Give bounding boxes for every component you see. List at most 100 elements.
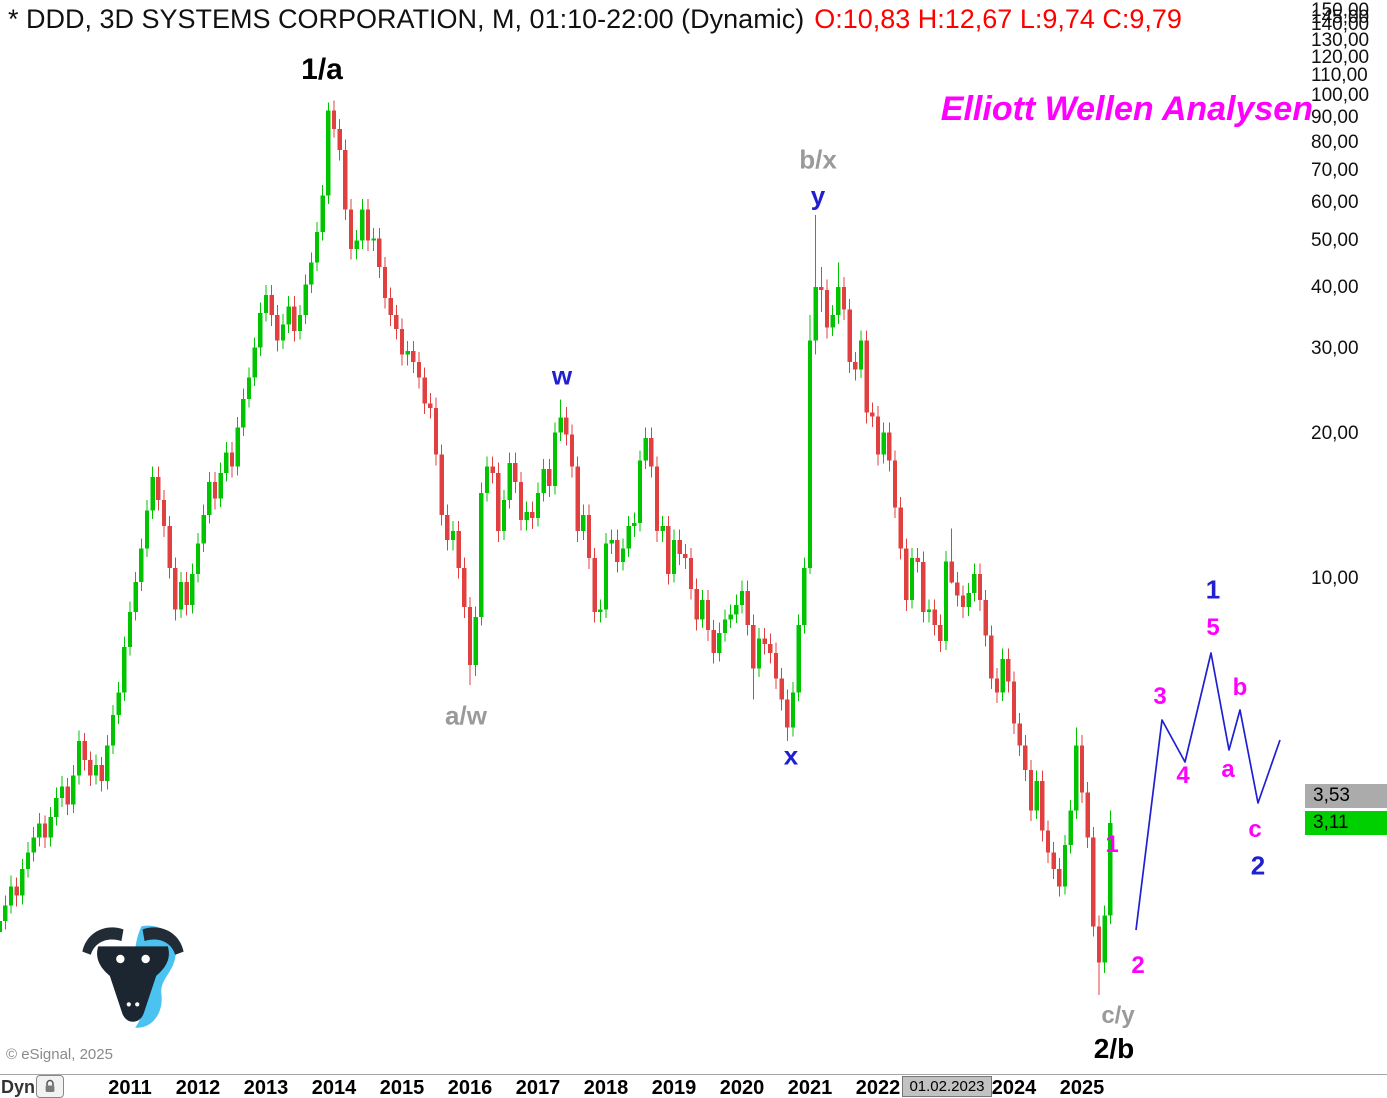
candle-body[interactable] (722, 619, 728, 633)
candle-body[interactable] (348, 209, 354, 249)
candle-body[interactable] (671, 539, 677, 574)
candle-body[interactable] (173, 567, 178, 610)
candle-body[interactable] (59, 786, 65, 799)
candle-body[interactable] (71, 775, 76, 805)
candle-body[interactable] (496, 472, 501, 532)
candle-body[interactable] (411, 351, 416, 363)
candle-body[interactable] (836, 287, 841, 316)
candle-body[interactable] (207, 482, 212, 516)
candle-body[interactable] (887, 432, 892, 461)
candle-body[interactable] (768, 644, 773, 653)
candle-body[interactable] (711, 630, 716, 653)
candle-body[interactable] (955, 582, 960, 596)
candle-body[interactable] (1006, 658, 1011, 682)
candle-body[interactable] (82, 740, 87, 760)
candle-body[interactable] (1034, 780, 1039, 811)
candle-body[interactable] (1079, 745, 1085, 793)
candle-body[interactable] (292, 306, 297, 331)
candle-body[interactable] (1074, 745, 1079, 811)
candle-body[interactable] (530, 511, 535, 519)
candle-body[interactable] (592, 558, 597, 613)
candle-body[interactable] (331, 110, 337, 130)
candle-body[interactable] (501, 500, 507, 532)
candle-body[interactable] (637, 460, 643, 523)
candle-body[interactable] (405, 351, 410, 355)
candle-body[interactable] (620, 548, 626, 562)
candle-body[interactable] (507, 463, 512, 501)
candle-body[interactable] (569, 434, 575, 467)
candle-body[interactable] (76, 740, 82, 776)
candle-body[interactable] (252, 347, 257, 378)
candle-body[interactable] (558, 417, 563, 433)
candle-body[interactable] (626, 526, 631, 549)
candle-body[interactable] (660, 526, 665, 532)
candle-body[interactable] (303, 284, 308, 316)
candle-body[interactable] (1051, 852, 1056, 869)
candle-body[interactable] (144, 510, 150, 549)
candle-body[interactable] (609, 539, 614, 544)
candle-body[interactable] (31, 837, 36, 853)
candle-body[interactable] (433, 407, 439, 455)
candle-body[interactable] (354, 240, 359, 249)
candle-body[interactable] (195, 543, 201, 574)
candle-body[interactable] (235, 427, 240, 467)
candle-body[interactable] (807, 340, 813, 568)
candle-body[interactable] (399, 328, 405, 355)
candle-body[interactable] (314, 232, 320, 263)
candle-body[interactable] (93, 765, 99, 776)
candle-body[interactable] (904, 548, 909, 601)
candle-body[interactable] (773, 652, 779, 679)
candle-body[interactable] (473, 617, 478, 666)
candle-body[interactable] (1000, 658, 1005, 693)
candle-body[interactable] (688, 558, 694, 589)
candle-body[interactable] (309, 262, 314, 285)
candle-body[interactable] (241, 398, 246, 428)
candle-body[interactable] (263, 295, 269, 313)
candle-body[interactable] (365, 209, 371, 241)
candle-body[interactable] (717, 632, 722, 653)
candle-body[interactable] (1062, 845, 1068, 887)
candle-body[interactable] (790, 692, 796, 728)
candle-body[interactable] (977, 573, 983, 601)
candle-body[interactable] (122, 646, 127, 693)
candle-body[interactable] (246, 377, 252, 399)
candle-body[interactable] (99, 765, 104, 781)
candle-body[interactable] (938, 624, 943, 642)
candle-body[interactable] (779, 678, 784, 700)
candle-body[interactable] (824, 289, 830, 328)
candle-body[interactable] (286, 306, 291, 325)
candle-body[interactable] (8, 886, 14, 906)
candle-body[interactable] (751, 624, 756, 669)
candle-body[interactable] (1017, 723, 1022, 746)
candle-body[interactable] (700, 600, 705, 620)
candle-body[interactable] (705, 600, 711, 631)
candle-body[interactable] (343, 149, 348, 210)
lock-icon[interactable] (36, 1075, 64, 1098)
candle-body[interactable] (649, 437, 654, 467)
candle-body[interactable] (943, 561, 949, 642)
candle-body[interactable] (1096, 926, 1102, 963)
candle-body[interactable] (88, 759, 93, 776)
candle-body[interactable] (139, 548, 144, 583)
candle-body[interactable] (371, 238, 376, 241)
candle-body[interactable] (439, 454, 444, 516)
candle-body[interactable] (870, 412, 875, 417)
candle-body[interactable] (932, 609, 937, 625)
candle-body[interactable] (201, 515, 206, 544)
candle-body[interactable] (456, 531, 461, 568)
candle-body[interactable] (218, 472, 223, 499)
candle-body[interactable] (1057, 868, 1062, 887)
candle-body[interactable] (915, 558, 920, 562)
candle-body[interactable] (739, 590, 745, 605)
candle-body[interactable] (994, 678, 1000, 693)
candle-body[interactable] (960, 595, 966, 608)
candle-body[interactable] (728, 614, 733, 620)
candle-body[interactable] (422, 377, 427, 404)
candle-body[interactable] (1011, 681, 1017, 724)
candle-body[interactable] (54, 798, 59, 818)
candle-body[interactable] (575, 466, 580, 532)
candle-body[interactable] (484, 466, 490, 493)
candle-body[interactable] (416, 362, 422, 378)
candle-body[interactable] (20, 868, 25, 896)
candle-body[interactable] (1023, 745, 1028, 771)
